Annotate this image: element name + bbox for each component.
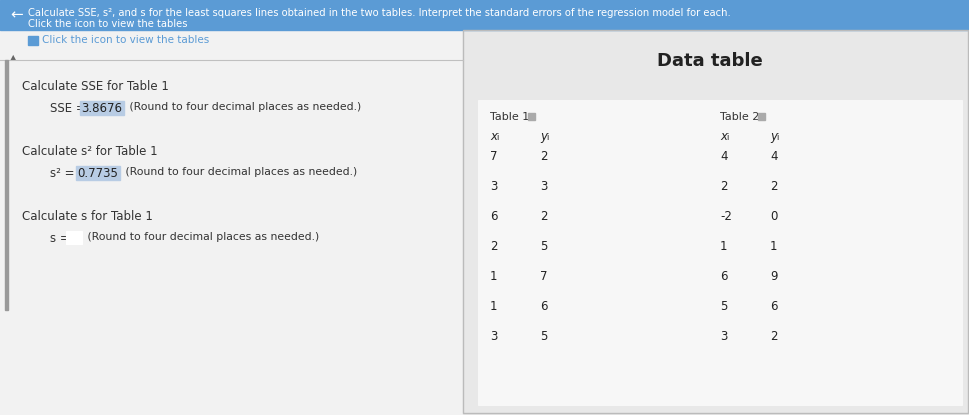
Text: ←: ← [10, 7, 22, 22]
Text: 2: 2 [540, 150, 547, 163]
Text: 9: 9 [769, 270, 777, 283]
Bar [0, 0, 969, 30]
Text: 3: 3 [489, 330, 497, 343]
Text: Click the icon to view the tables: Click the icon to view the tables [42, 35, 209, 45]
Text: Data table: Data table [656, 52, 762, 70]
Bar [757, 113, 765, 120]
Text: y: y [769, 130, 776, 143]
Text: 7: 7 [489, 150, 497, 163]
Bar [79, 101, 124, 115]
Text: i: i [775, 133, 777, 142]
Text: 2: 2 [489, 240, 497, 253]
Text: (Round to four decimal places as needed.): (Round to four decimal places as needed.… [84, 232, 319, 242]
Text: 7: 7 [540, 270, 547, 283]
Bar [66, 231, 82, 244]
Text: 2: 2 [540, 210, 547, 223]
Bar [5, 60, 8, 310]
Text: 5: 5 [540, 240, 547, 253]
Text: 1: 1 [489, 300, 497, 313]
Text: 2: 2 [769, 330, 777, 343]
Text: 6: 6 [489, 210, 497, 223]
Text: (Round to four decimal places as needed.): (Round to four decimal places as needed.… [126, 102, 360, 112]
Bar [76, 166, 120, 180]
Bar [462, 30, 967, 413]
Text: SSE =: SSE = [50, 102, 89, 115]
Text: 5: 5 [540, 330, 547, 343]
Text: 3: 3 [540, 180, 547, 193]
Text: Click the icon to view the tables: Click the icon to view the tables [28, 19, 187, 29]
Text: Table 2: Table 2 [719, 112, 759, 122]
Text: 1: 1 [719, 240, 727, 253]
Bar [462, 30, 969, 415]
Text: 6: 6 [719, 270, 727, 283]
Text: 4: 4 [719, 150, 727, 163]
Text: 4: 4 [769, 150, 777, 163]
Text: -2: -2 [719, 210, 732, 223]
Text: i: i [495, 133, 498, 142]
Text: s =: s = [50, 232, 74, 245]
Text: i: i [546, 133, 547, 142]
Text: 1: 1 [489, 270, 497, 283]
Text: 3: 3 [719, 330, 727, 343]
Bar [527, 113, 535, 120]
Text: x: x [719, 130, 726, 143]
Text: Calculate SSE for Table 1: Calculate SSE for Table 1 [22, 80, 169, 93]
Text: Table 1: Table 1 [489, 112, 529, 122]
Text: 3.8676: 3.8676 [81, 102, 122, 115]
Text: 5: 5 [719, 300, 727, 313]
Text: Calculate s for Table 1: Calculate s for Table 1 [22, 210, 153, 223]
Text: 1: 1 [769, 240, 777, 253]
Text: 3: 3 [489, 180, 497, 193]
Text: 6: 6 [769, 300, 777, 313]
Text: 2: 2 [719, 180, 727, 193]
Bar [478, 100, 961, 405]
Text: ▲: ▲ [10, 53, 16, 62]
Bar [28, 36, 38, 45]
Text: 0: 0 [769, 210, 776, 223]
Text: Calculate SSE, s², and s for the least squares lines obtained in the two tables.: Calculate SSE, s², and s for the least s… [28, 8, 730, 18]
Text: s² =: s² = [50, 167, 78, 180]
Text: i: i [725, 133, 728, 142]
Bar [0, 30, 462, 415]
Text: 2: 2 [769, 180, 777, 193]
Text: y: y [540, 130, 547, 143]
Text: 0.7735: 0.7735 [78, 166, 118, 180]
Text: x: x [489, 130, 496, 143]
Text: 6: 6 [540, 300, 547, 313]
Text: Calculate s² for Table 1: Calculate s² for Table 1 [22, 145, 157, 158]
Text: (Round to four decimal places as needed.): (Round to four decimal places as needed.… [122, 167, 357, 177]
